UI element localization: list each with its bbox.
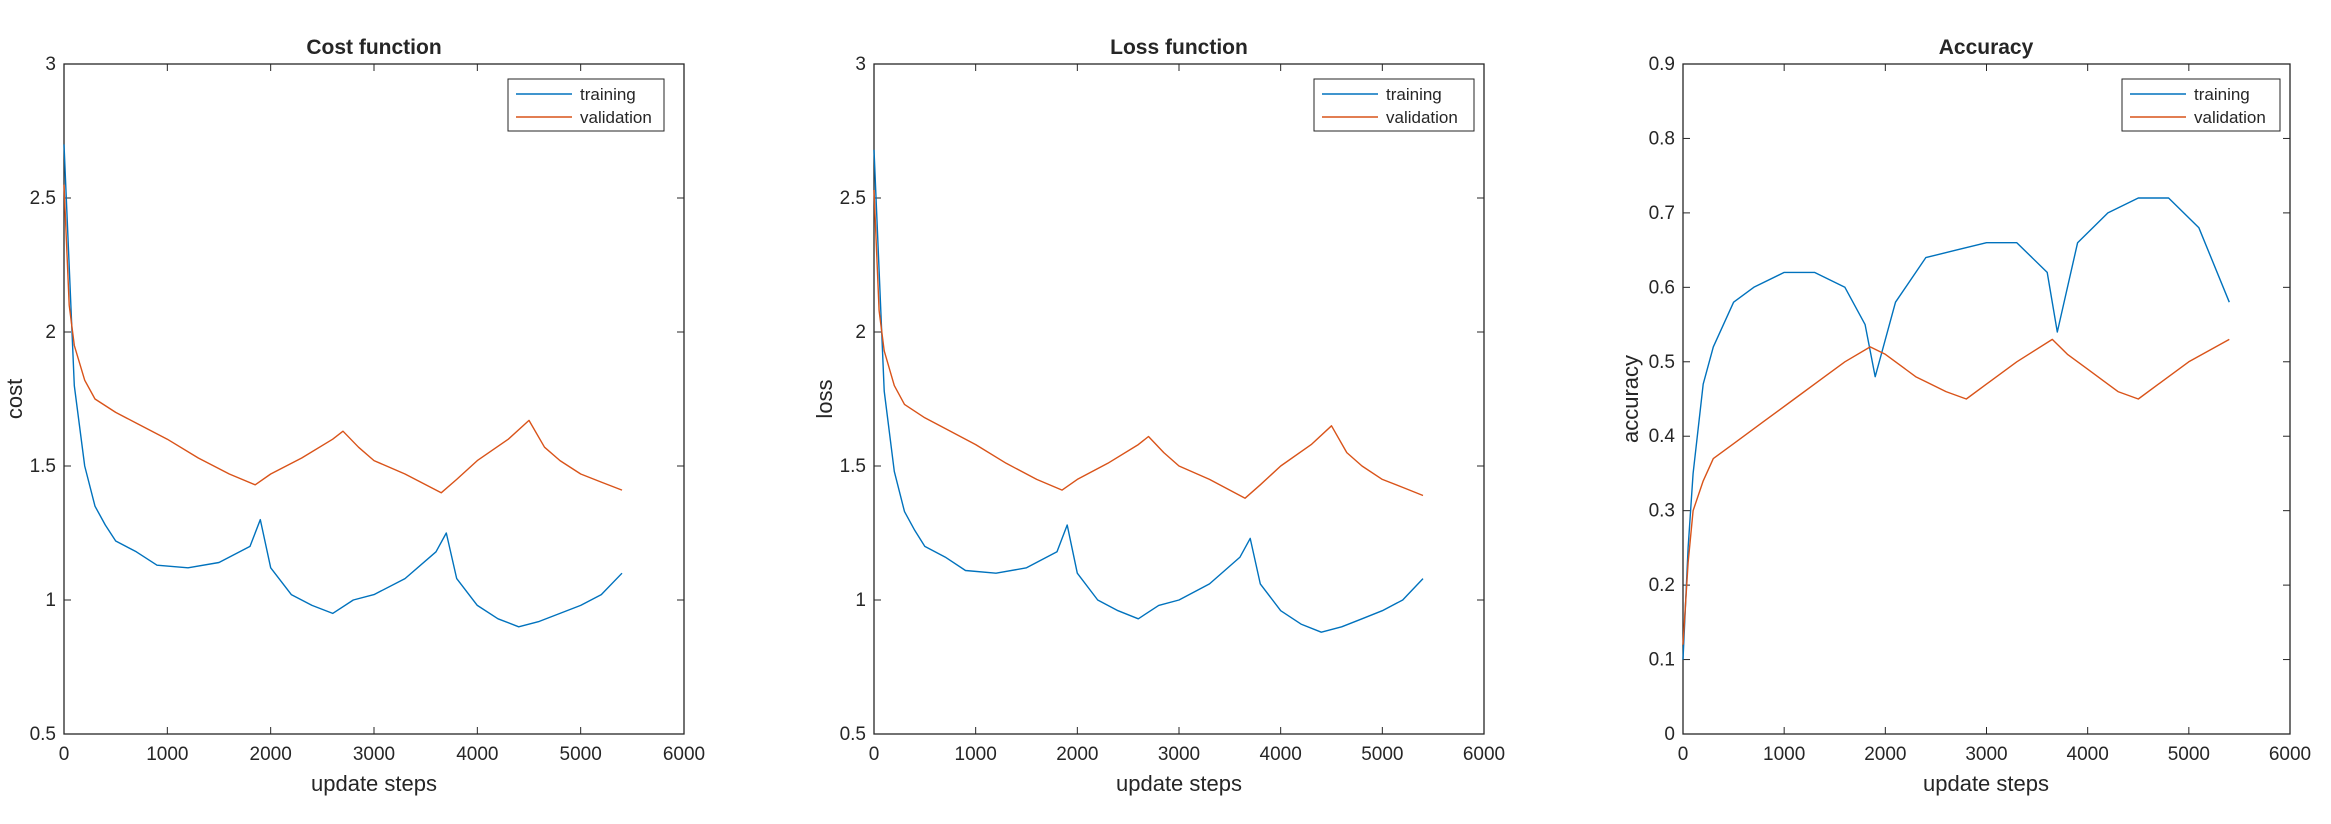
legend-label-training: training xyxy=(580,85,636,104)
tick-layer: 0 1000 2000 3000 4000 5000 6000 0 0.1 0.2 0.3 0.4 0.… xyxy=(1649,54,2312,765)
series-line-validation xyxy=(873,189,1424,499)
series-line-training xyxy=(873,149,1424,633)
y-tick-label: 0.2 xyxy=(1649,575,1675,596)
series-line-validation xyxy=(1682,338,2230,645)
y-tick-label: 2.5 xyxy=(840,188,866,209)
x-tick-label: 2000 xyxy=(1056,744,1098,765)
chart-title: Loss function xyxy=(1110,36,1248,59)
plot-area xyxy=(873,63,1485,735)
x-axis-label: update steps xyxy=(1923,771,2049,796)
x-tick-label: 3000 xyxy=(1158,744,1200,765)
series-line-training xyxy=(63,144,623,628)
y-tick-label: 0.5 xyxy=(840,724,866,745)
y-tick-label: 0.3 xyxy=(1649,501,1675,522)
x-tick-label: 2000 xyxy=(1864,744,1906,765)
plot-area xyxy=(1682,63,2291,735)
x-tick-label: 1000 xyxy=(1763,744,1805,765)
x-tick-label: 6000 xyxy=(663,744,705,765)
y-tick-label: 0.7 xyxy=(1649,203,1675,224)
y-axis-label: cost xyxy=(2,379,27,419)
y-tick-label: 0.4 xyxy=(1649,426,1676,447)
x-tick-label: 3000 xyxy=(1965,744,2007,765)
x-tick-label: 5000 xyxy=(560,744,602,765)
y-tick-label: 1.5 xyxy=(30,456,56,477)
x-tick-label: 3000 xyxy=(353,744,395,765)
y-tick-label: 3 xyxy=(45,54,56,75)
legend-label-validation: validation xyxy=(1386,108,1458,127)
legend-box xyxy=(507,78,665,132)
cost-panel: Cost function update steps cost 0 1000 200… xyxy=(2,36,705,796)
y-tick-label: 1 xyxy=(45,590,56,611)
series-layer xyxy=(873,149,1424,633)
series-layer xyxy=(63,144,623,628)
x-tick-label: 4000 xyxy=(1260,744,1302,765)
y-tick-label: 0.5 xyxy=(1649,352,1675,373)
y-tick-label: 1 xyxy=(855,590,866,611)
accuracy-panel: Accuracy update steps accuracy 0 1000 2000… xyxy=(1618,36,2311,796)
x-tick-label: 1000 xyxy=(955,744,997,765)
x-tick-label: 6000 xyxy=(1463,744,1505,765)
x-tick-label: 0 xyxy=(59,744,70,765)
x-tick-label: 0 xyxy=(1678,744,1689,765)
x-tick-label: 4000 xyxy=(2067,744,2109,765)
y-tick-label: 3 xyxy=(855,54,866,75)
legend: training validation xyxy=(2121,78,2281,132)
x-axis-label: update steps xyxy=(1116,771,1242,796)
y-tick-label: 2 xyxy=(855,322,866,343)
y-tick-label: 0.8 xyxy=(1649,128,1675,149)
x-tick-label: 1000 xyxy=(146,744,188,765)
legend-label-validation: validation xyxy=(2194,108,2266,127)
legend-label-training: training xyxy=(1386,85,1442,104)
tick-layer: 0 1000 2000 3000 4000 5000 6000 0.5 1 1.5 2 2.5 3 xyxy=(30,54,706,765)
y-axis-label: loss xyxy=(812,379,837,418)
x-axis-label: update steps xyxy=(311,771,437,796)
legend: training validation xyxy=(507,78,665,132)
series-line-validation xyxy=(63,184,623,494)
chart-title: Cost function xyxy=(306,36,441,59)
plot-area xyxy=(63,63,685,735)
legend-box xyxy=(1313,78,1475,132)
x-tick-label: 2000 xyxy=(250,744,292,765)
y-tick-label: 0 xyxy=(1664,724,1675,745)
y-tick-label: 1.5 xyxy=(840,456,866,477)
y-tick-label: 0.9 xyxy=(1649,54,1675,75)
loss-panel: Loss function update steps loss 0 1000 200… xyxy=(812,36,1505,796)
legend-label-validation: validation xyxy=(580,108,652,127)
y-tick-label: 2.5 xyxy=(30,188,56,209)
series-line-training xyxy=(1682,197,2230,660)
x-tick-label: 5000 xyxy=(1361,744,1403,765)
y-tick-label: 0.1 xyxy=(1649,650,1675,671)
tick-layer: 0 1000 2000 3000 4000 5000 6000 0.5 1 1.5 2 2.5 3 xyxy=(840,54,1506,765)
x-tick-label: 6000 xyxy=(2269,744,2311,765)
y-axis-label: accuracy xyxy=(1618,355,1643,443)
legend-label-training: training xyxy=(2194,85,2250,104)
legend-box xyxy=(2121,78,2281,132)
x-tick-label: 4000 xyxy=(456,744,498,765)
x-tick-label: 5000 xyxy=(2168,744,2210,765)
x-tick-label: 0 xyxy=(869,744,880,765)
y-tick-label: 0.6 xyxy=(1649,277,1675,298)
series-layer xyxy=(1682,197,2230,660)
y-tick-label: 2 xyxy=(45,322,56,343)
y-tick-label: 0.5 xyxy=(30,724,56,745)
chart-title: Accuracy xyxy=(1939,36,2034,59)
legend: training validation xyxy=(1313,78,1475,132)
